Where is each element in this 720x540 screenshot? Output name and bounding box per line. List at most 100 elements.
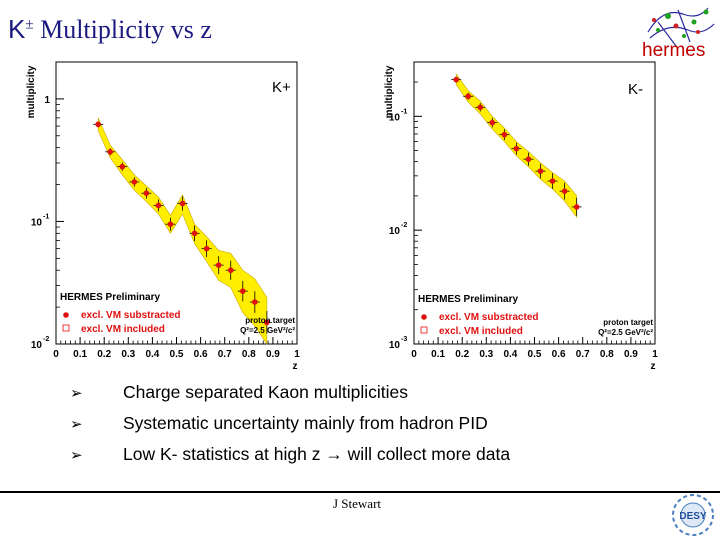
x-tick-label: 0.9	[266, 349, 280, 360]
plot-frame	[413, 61, 656, 345]
y-tick-exponent: -1	[43, 213, 49, 220]
data-point	[131, 179, 138, 185]
y-tick-label: 10	[31, 217, 43, 228]
title-rest: Multiplicity vs z	[33, 15, 212, 44]
data-point	[215, 262, 222, 268]
target-note: proton target	[603, 318, 653, 327]
x-tick-label: 0.2	[97, 349, 111, 360]
footer-divider	[0, 491, 720, 493]
y-tick-exponent: -2	[43, 336, 49, 343]
x-tick-label: 0.9	[624, 349, 638, 360]
legend-title: HERMES Preliminary	[418, 294, 518, 305]
data-point	[119, 163, 126, 170]
slide-title: K± Multiplicity vs z	[8, 14, 212, 45]
x-tick-label: 0	[411, 349, 417, 360]
legend-item: excl. VM included	[439, 326, 523, 337]
data-point	[573, 204, 580, 210]
q2-note: Q²=2.5 GeV²/c²	[598, 328, 653, 337]
y-tick-label: 10	[31, 340, 43, 351]
arrow-bullet-icon: ➢	[70, 447, 83, 464]
data-point	[525, 156, 532, 163]
panel-label: K-	[628, 81, 643, 98]
data-point	[489, 119, 496, 126]
hermes-logo-icon	[647, 7, 715, 47]
target-note: proton target	[245, 316, 295, 325]
x-tick-label: 0.1	[431, 349, 445, 360]
x-axis-label: z	[293, 361, 298, 372]
title-pm: ±	[25, 16, 34, 33]
q2-note: Q²=2.5 GeV²/c²	[240, 326, 295, 335]
y-axis-label: multiplicity	[384, 65, 395, 118]
y-tick-exponent: -3	[401, 336, 407, 343]
legend-title: HERMES Preliminary	[60, 292, 160, 303]
y-tick-exponent: -2	[401, 222, 407, 229]
desy-label: DESY	[679, 511, 707, 522]
bullet-text: Low K- statistics at high z → will colle…	[123, 444, 511, 464]
data-point	[453, 76, 459, 83]
data-point	[227, 267, 234, 274]
legend-marker-open	[62, 324, 70, 332]
bullet-item: ➢ Charge separated Kaon multiplicities	[70, 382, 510, 413]
x-tick-label: 0.5	[170, 349, 184, 360]
legend-item: excl. VM substracted	[81, 310, 180, 321]
hermes-logo-text: hermes	[642, 40, 706, 61]
data-point	[191, 230, 198, 237]
y-tick-label: 10	[389, 112, 401, 123]
data-point	[143, 190, 150, 197]
data-point	[549, 178, 556, 184]
x-tick-label: 0.5	[528, 349, 542, 360]
data-point	[513, 145, 520, 152]
y-tick-label: 1	[44, 95, 50, 106]
x-tick-label: 0.4	[145, 349, 159, 360]
x-tick-label: 0.8	[242, 349, 256, 360]
x-tick-label: 1	[652, 349, 658, 360]
data-point	[252, 299, 258, 305]
x-tick-label: 0.6	[194, 349, 208, 360]
bullet-item: ➢ Low K- statistics at high z → will col…	[70, 444, 510, 475]
data-point	[167, 221, 174, 227]
data-point	[239, 288, 246, 294]
data-point	[107, 149, 114, 155]
desy-logo-icon: DESY	[672, 494, 714, 536]
data-point	[537, 168, 544, 174]
data-point	[465, 93, 472, 100]
author-name: J Stewart	[333, 496, 382, 511]
systematic-band	[97, 117, 268, 345]
x-tick-label: 0	[53, 349, 59, 360]
x-tick-label: 0.8	[600, 349, 614, 360]
y-tick-label: 10	[389, 226, 401, 237]
data-point	[477, 104, 484, 111]
arrow-bullet-icon: ➢	[70, 416, 83, 433]
y-axis-label: multiplicity	[26, 65, 37, 118]
legend-item: excl. VM included	[81, 324, 165, 335]
data-point	[179, 200, 186, 207]
x-tick-label: 1	[294, 349, 300, 360]
bullet-item: ➢ Systematic uncertainty mainly from had…	[70, 413, 510, 444]
x-tick-label: 0.2	[455, 349, 469, 360]
y-tick-label: 10	[389, 340, 401, 351]
x-axis-label: z	[651, 361, 656, 372]
x-tick-label: 0.3	[121, 349, 135, 360]
x-tick-label: 0.7	[576, 349, 590, 360]
y-tick-exponent: -1	[401, 108, 407, 115]
x-tick-label: 0.4	[503, 349, 517, 360]
legend-marker-filled	[63, 312, 69, 318]
bullet-text: Systematic uncertainty mainly from hadro…	[123, 413, 488, 433]
legend-marker-filled	[421, 314, 427, 320]
data-point	[561, 188, 568, 194]
title-k: K	[8, 14, 26, 44]
legend-item: excl. VM substracted	[439, 312, 538, 323]
bullet-list: ➢ Charge separated Kaon multiplicities ➢…	[70, 382, 510, 475]
x-tick-label: 0.3	[479, 349, 493, 360]
data-point	[264, 319, 270, 326]
data-point	[155, 202, 162, 209]
x-tick-label: 0.6	[552, 349, 566, 360]
panel-label: K+	[272, 79, 291, 96]
x-tick-label: 0.1	[73, 349, 87, 360]
data-point	[95, 121, 101, 128]
legend-marker-open	[420, 326, 428, 334]
data-point	[501, 131, 508, 138]
data-point	[203, 245, 210, 252]
